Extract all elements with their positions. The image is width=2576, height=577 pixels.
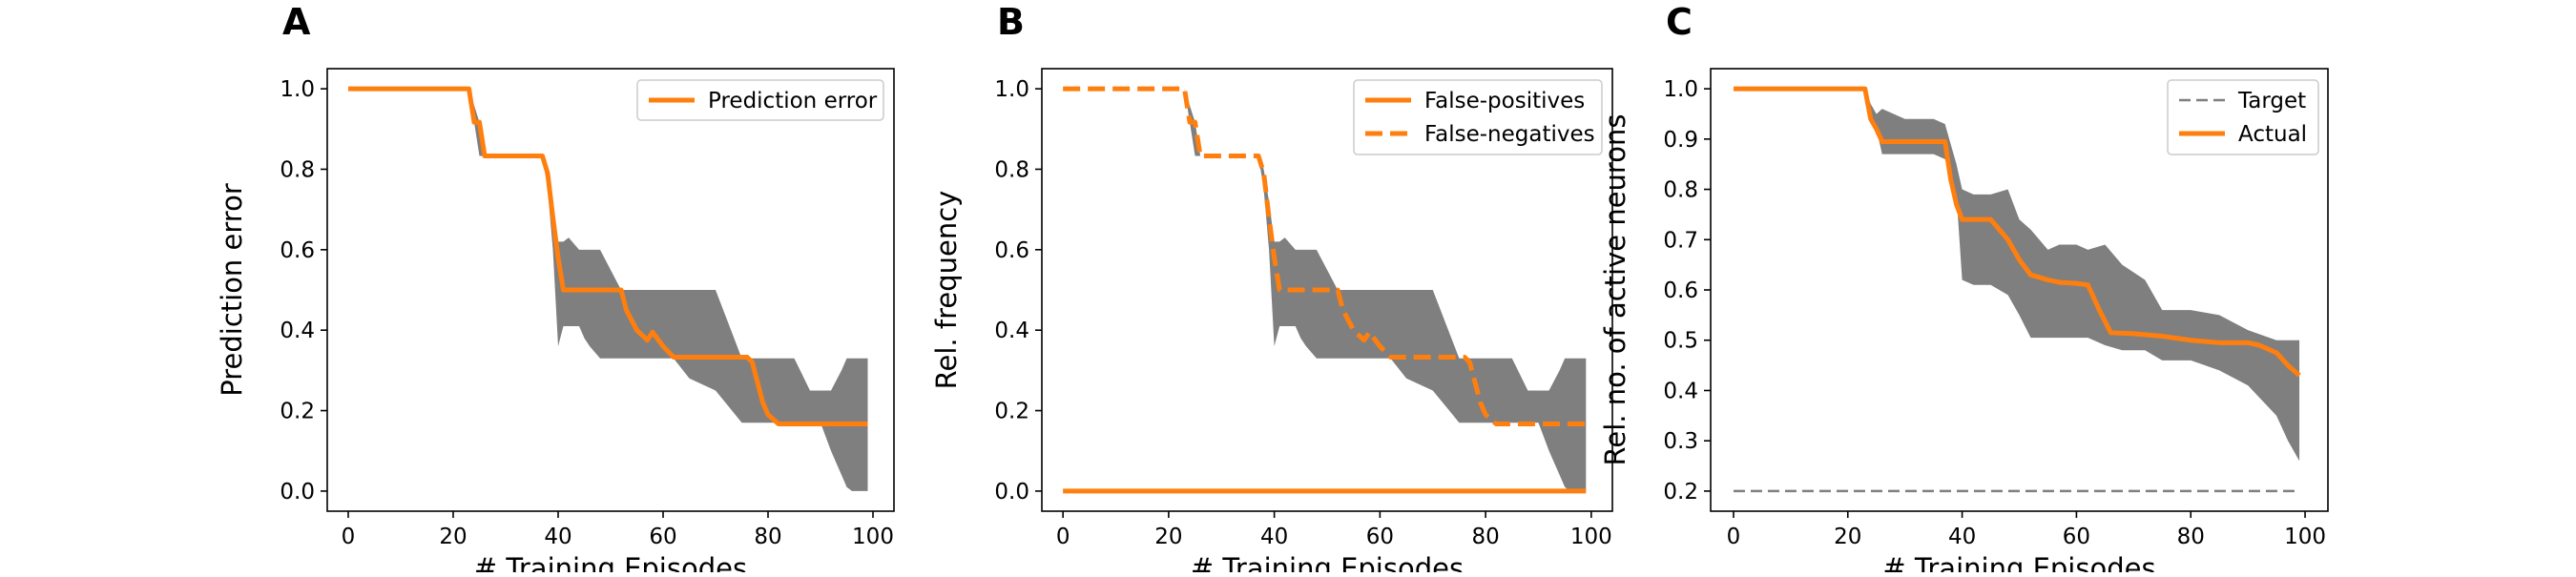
x-tick-label: 60 bbox=[1366, 525, 1394, 549]
legend-label: False-positives bbox=[1424, 89, 1585, 113]
x-tick-label: 60 bbox=[2063, 525, 2090, 549]
axes-frame bbox=[326, 68, 895, 512]
y-tick-label: 1.0 bbox=[280, 77, 315, 102]
panel-letter: A bbox=[282, 1, 311, 43]
y-tick-label: 0.2 bbox=[1663, 480, 1698, 505]
x-axis-label: # Training Episodes bbox=[1191, 552, 1464, 572]
y-axis-label: Rel. no. of active neurons bbox=[1599, 114, 1631, 466]
legend-label: Prediction error bbox=[708, 89, 878, 113]
y-tick-label: 0.2 bbox=[994, 400, 1029, 424]
y-tick-label: 0.0 bbox=[280, 480, 315, 505]
y-tick-label: 0.5 bbox=[1663, 329, 1698, 354]
x-tick-label: 0 bbox=[1727, 525, 1741, 549]
series-line-prediction-error bbox=[348, 86, 868, 426]
y-tick-label: 0.8 bbox=[994, 157, 1029, 182]
panel-b: B 0 20 40 60 80 100 0.0 0.2 0.4 0.6 0.8 1.0 # Trainin… bbox=[930, 1, 1613, 577]
panel-letter: B bbox=[997, 1, 1025, 43]
y-tick-label: 0.6 bbox=[994, 238, 1029, 263]
x-tick-label: 40 bbox=[544, 525, 571, 549]
legend-box bbox=[636, 79, 884, 121]
series-line-actual bbox=[1733, 86, 2301, 378]
legend-box bbox=[1353, 79, 1603, 155]
x-tick-label: 20 bbox=[1834, 525, 1861, 549]
x-tick-label: 100 bbox=[2284, 525, 2326, 549]
x-tick-label: 60 bbox=[649, 525, 676, 549]
series-line-false-negatives bbox=[1063, 86, 1587, 426]
x-tick-label: 80 bbox=[1471, 525, 1499, 549]
x-tick-label: 80 bbox=[2177, 525, 2205, 549]
y-tick-label: 0.2 bbox=[280, 400, 315, 424]
y-tick-label: 0.6 bbox=[280, 238, 315, 263]
y-tick-label: 0.0 bbox=[994, 480, 1029, 505]
x-tick-label: 100 bbox=[1570, 525, 1612, 549]
y-axis-label: Prediction error bbox=[216, 183, 248, 397]
panel-letter: C bbox=[1666, 1, 1693, 43]
y-tick-label: 0.4 bbox=[1663, 379, 1698, 403]
legend: Prediction error bbox=[636, 79, 884, 121]
x-tick-label: 0 bbox=[1056, 525, 1070, 549]
y-tick-label: 0.9 bbox=[1663, 128, 1698, 153]
axes-frame bbox=[1041, 68, 1613, 512]
x-tick-label: 100 bbox=[852, 525, 894, 549]
legend-label: Target bbox=[2237, 89, 2306, 113]
legend: Target Actual bbox=[2167, 79, 2319, 155]
y-tick-label: 0.4 bbox=[994, 319, 1029, 343]
y-tick-label: 0.6 bbox=[1663, 278, 1698, 303]
y-tick-label: 0.3 bbox=[1663, 429, 1698, 454]
y-tick-label: 1.0 bbox=[994, 77, 1029, 102]
y-axis-label: Rel. frequency bbox=[930, 191, 963, 390]
x-tick-label: 40 bbox=[1948, 525, 1976, 549]
y-tick-label: 0.7 bbox=[1663, 228, 1698, 253]
legend-label: False-negatives bbox=[1424, 122, 1595, 147]
x-axis-label: # Training Episodes bbox=[1882, 552, 2155, 572]
x-tick-label: 20 bbox=[1154, 525, 1182, 549]
y-tick-label: 0.8 bbox=[280, 157, 315, 182]
legend: False-positives False-negatives bbox=[1353, 79, 1603, 155]
x-tick-label: 80 bbox=[754, 525, 781, 549]
x-axis-label: # Training Episodes bbox=[474, 552, 747, 572]
x-tick-label: 20 bbox=[439, 525, 467, 549]
y-tick-label: 0.8 bbox=[1663, 178, 1698, 203]
x-tick-label: 40 bbox=[1260, 525, 1288, 549]
y-tick-label: 0.4 bbox=[280, 319, 315, 343]
legend-label: Actual bbox=[2238, 122, 2307, 147]
uncertainty-band bbox=[1733, 89, 2300, 462]
x-tick-label: 0 bbox=[342, 525, 356, 549]
y-tick-label: 1.0 bbox=[1663, 77, 1698, 102]
panel-a: A 0 20 40 60 80 100 0.0 0.2 0.4 0.6 0.8 1.0 # Trainin… bbox=[216, 1, 895, 577]
